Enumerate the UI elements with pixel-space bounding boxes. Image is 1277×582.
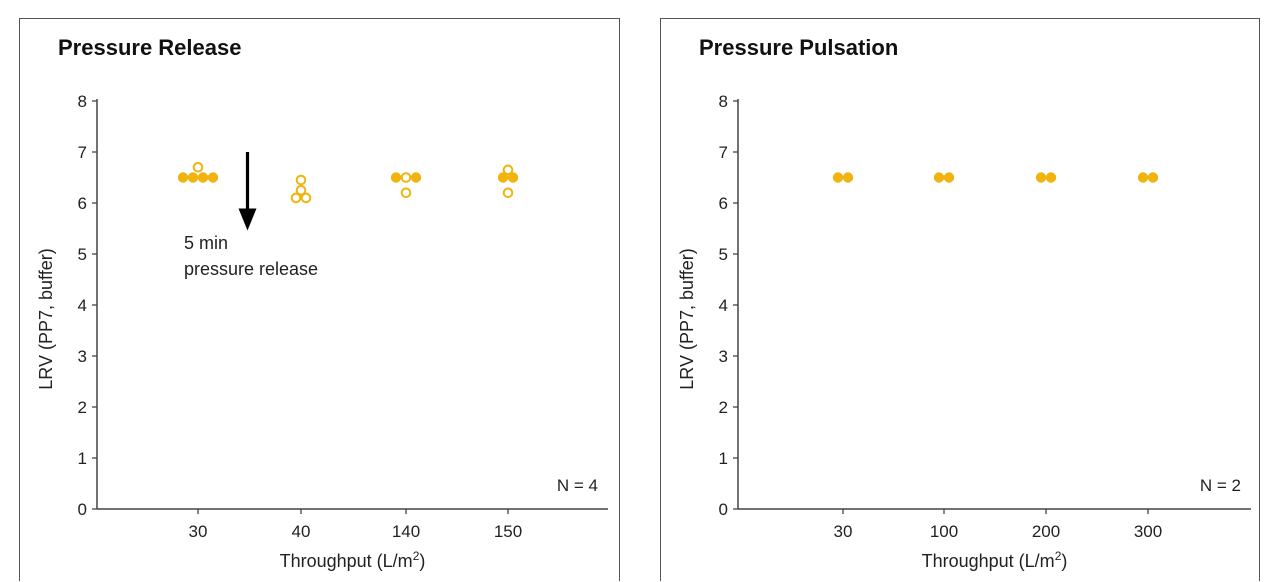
y-tick-label: 0: [78, 500, 87, 519]
x-tick-label: 30: [834, 522, 853, 541]
x-tick-label: 40: [292, 522, 311, 541]
n-label: N = 2: [1200, 476, 1241, 495]
data-point: [197, 172, 209, 183]
data-point: [290, 192, 302, 204]
chart-title: Pressure Pulsation: [699, 35, 899, 60]
y-axis-title: LRV (PP7, buffer): [36, 248, 56, 389]
data-point: [300, 192, 312, 204]
x-tick-label: 300: [1134, 522, 1162, 541]
x-axis-title: Throughput (L/m2): [280, 549, 426, 571]
y-tick-label: 6: [719, 194, 728, 213]
data-point: [1035, 172, 1047, 183]
y-tick-label: 1: [719, 449, 728, 468]
data-point: [502, 164, 514, 176]
data-point: [295, 174, 307, 186]
data-point: [832, 172, 844, 183]
data-point: [400, 172, 412, 183]
data-point: [1147, 172, 1159, 183]
data-point: [207, 172, 219, 183]
chart-panel-pressure-release: Pressure Release 0 1 2 3 4 5 6 7 8 30 40 140 150 Thro…: [19, 18, 620, 581]
y-tick-label: 8: [719, 92, 728, 111]
data-point: [295, 184, 307, 196]
y-tick-label: 1: [78, 449, 87, 468]
data-point: [1137, 172, 1149, 183]
y-axis-title: LRV (PP7, buffer): [677, 248, 697, 389]
annotation-arrow-head: [238, 208, 257, 231]
y-tick-label: 2: [719, 398, 728, 417]
data-point: [943, 172, 955, 183]
data-point: [192, 162, 204, 173]
data-point: [390, 172, 402, 183]
y-tick-label: 6: [78, 194, 87, 213]
data-point: [187, 172, 199, 183]
n-label: N = 4: [557, 476, 598, 495]
data-point: [842, 172, 854, 183]
data-point: [497, 172, 509, 183]
y-tick-label: 7: [78, 143, 87, 162]
y-tick-label: 4: [78, 296, 87, 315]
data-point: [1045, 172, 1057, 183]
y-tick-label: 0: [719, 500, 728, 519]
y-tick-label: 3: [78, 347, 87, 366]
chart-panel-pressure-pulsation: Pressure Pulsation 0 1 2 3 4 5 6 7 8 30 100 200 300 T…: [660, 18, 1260, 581]
x-tick-label: 30: [189, 522, 208, 541]
y-tick-label: 5: [78, 245, 87, 264]
data-point: [400, 187, 412, 199]
pressure-release-chart: 0 1 2 3 4 5 6 7 8 30 40 140 150 Throughput (L/m2) LRV …: [36, 92, 608, 571]
x-tick-label: 140: [392, 522, 420, 541]
data-point: [502, 187, 514, 199]
chart-title: Pressure Release: [58, 35, 242, 60]
x-tick-label: 100: [930, 522, 958, 541]
y-tick-label: 4: [719, 296, 728, 315]
data-point: [410, 172, 422, 183]
data-point: [507, 172, 519, 183]
pressure-pulsation-chart: 0 1 2 3 4 5 6 7 8 30 100 200 300 Throughput (L/m2) LRV…: [677, 92, 1251, 571]
y-tick-label: 5: [719, 245, 728, 264]
y-tick-label: 7: [719, 143, 728, 162]
x-axis-title: Throughput (L/m2): [922, 549, 1068, 571]
y-tick-label: 2: [78, 398, 87, 417]
y-tick-label: 3: [719, 347, 728, 366]
data-point: [933, 172, 945, 183]
x-tick-label: 200: [1032, 522, 1060, 541]
x-tick-label: 150: [494, 522, 522, 541]
y-tick-label: 8: [78, 92, 87, 111]
annotation-text: pressure release: [184, 259, 318, 279]
annotation-text: 5 min: [184, 233, 228, 253]
data-point: [177, 172, 189, 183]
